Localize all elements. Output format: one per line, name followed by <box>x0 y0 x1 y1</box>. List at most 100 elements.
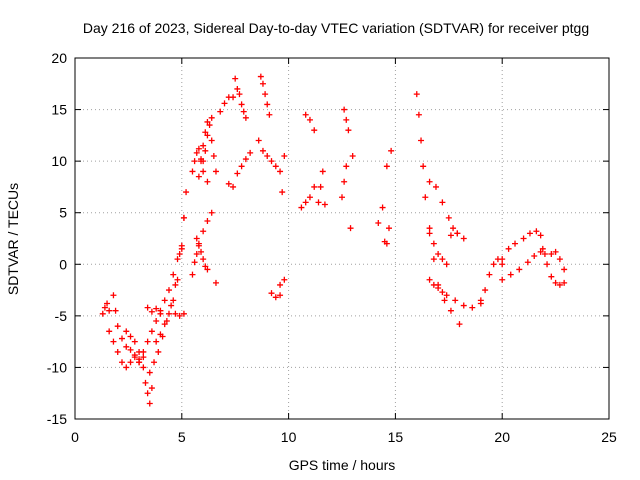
data-point <box>298 204 305 211</box>
data-point <box>561 279 568 286</box>
data-point <box>430 281 437 288</box>
data-point <box>144 390 151 397</box>
data-point <box>447 232 454 239</box>
data-point <box>238 101 245 108</box>
y-tick-label: 5 <box>59 205 67 221</box>
data-point <box>531 253 538 260</box>
series-am <box>447 230 467 242</box>
data-point <box>136 359 143 366</box>
data-point <box>345 127 352 134</box>
data-point <box>225 180 232 187</box>
data-point <box>212 168 219 175</box>
series-ar <box>548 248 568 273</box>
data-point <box>131 338 138 345</box>
series-b <box>106 328 143 371</box>
data-point <box>151 359 158 366</box>
data-point <box>418 137 425 144</box>
data-point <box>165 287 172 294</box>
series-ao <box>499 228 544 263</box>
series-n <box>189 145 211 185</box>
data-point <box>236 91 243 98</box>
data-point <box>541 250 548 257</box>
data-point <box>200 142 207 149</box>
data-point <box>217 108 224 115</box>
data-point <box>206 122 213 129</box>
data-point <box>157 310 164 317</box>
data-point <box>439 199 446 206</box>
data-point <box>178 245 185 252</box>
data-point <box>426 178 433 185</box>
data-point <box>193 149 200 156</box>
data-point <box>208 209 215 216</box>
data-point <box>127 359 134 366</box>
series-s <box>230 75 239 101</box>
data-point <box>240 108 247 115</box>
data-point <box>272 163 279 170</box>
series-al <box>426 178 461 237</box>
series-ah <box>381 225 392 247</box>
data-point <box>548 250 555 257</box>
data-point <box>277 168 284 175</box>
x-tick-label: 25 <box>601 429 617 445</box>
data-point <box>426 276 433 283</box>
data-point <box>210 152 217 159</box>
data-point <box>123 343 130 350</box>
data-point <box>110 292 117 299</box>
series-v <box>257 73 273 118</box>
data-point <box>101 304 108 311</box>
data-point <box>439 256 446 263</box>
series-e <box>136 242 185 366</box>
data-point <box>341 178 348 185</box>
y-tick-label: -15 <box>47 411 67 427</box>
data-point <box>311 183 318 190</box>
axis-ticks <box>74 57 610 420</box>
data-point <box>123 328 130 335</box>
data-point <box>520 235 527 242</box>
data-point <box>198 156 205 163</box>
data-point <box>422 194 429 201</box>
data-point <box>341 106 348 113</box>
data-point <box>264 152 271 159</box>
data-point <box>556 281 563 288</box>
data-point <box>183 189 190 196</box>
data-point <box>443 261 450 268</box>
data-point <box>456 321 463 328</box>
x-tick-label: 0 <box>71 429 79 445</box>
series-ad <box>339 163 350 201</box>
data-point <box>486 271 493 278</box>
series-i <box>172 310 187 319</box>
data-point <box>426 230 433 237</box>
series-ab <box>302 111 318 134</box>
x-tick-label: 20 <box>494 429 510 445</box>
y-axis-label: SDTVAR / TECUs <box>5 183 21 295</box>
data-point <box>99 310 106 317</box>
data-point <box>435 285 442 292</box>
data-point <box>319 168 326 175</box>
data-point <box>490 261 497 268</box>
data-point <box>430 240 437 247</box>
data-point <box>123 364 130 371</box>
data-point <box>140 354 147 361</box>
data-point <box>339 194 345 201</box>
data-point <box>238 163 245 170</box>
data-point <box>202 129 209 136</box>
data-point <box>148 385 155 392</box>
y-tick-label: -5 <box>55 308 68 324</box>
data-point <box>268 290 275 297</box>
data-point <box>343 163 350 170</box>
data-point <box>279 189 286 196</box>
series-m <box>200 122 213 165</box>
data-point <box>552 248 559 255</box>
data-point <box>163 318 170 325</box>
series-aj <box>426 230 450 268</box>
data-point <box>200 168 207 175</box>
data-point <box>118 359 125 366</box>
data-point <box>153 305 160 312</box>
data-point <box>148 328 155 335</box>
data-point <box>153 338 160 345</box>
data-point <box>262 91 269 98</box>
data-point <box>118 335 125 342</box>
data-point <box>426 225 433 232</box>
data-point <box>144 304 151 311</box>
series-ag <box>375 147 395 227</box>
